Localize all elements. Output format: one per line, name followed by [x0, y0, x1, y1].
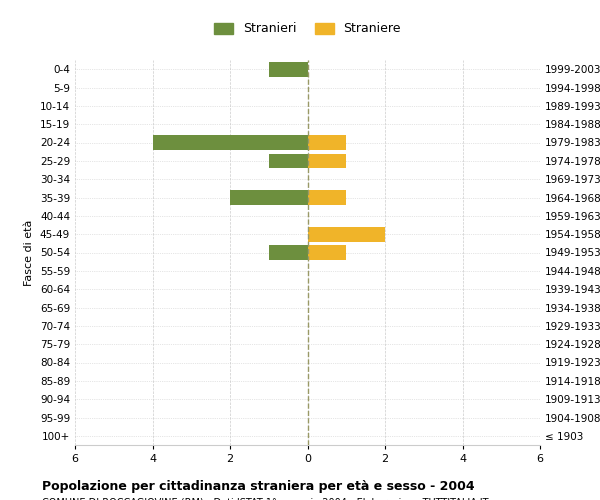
Bar [308, 154, 346, 168]
Bar [152, 135, 308, 150]
Bar [308, 135, 346, 150]
Bar [230, 190, 308, 205]
Bar [308, 190, 346, 205]
Text: COMUNE DI ROCCAGIOVINE (RM) - Dati ISTAT 1° gennaio 2004 - Elaborazione TUTTITAL: COMUNE DI ROCCAGIOVINE (RM) - Dati ISTAT… [42, 498, 488, 500]
Bar [269, 62, 308, 76]
Bar [308, 245, 346, 260]
Y-axis label: Fasce di età: Fasce di età [25, 220, 34, 286]
Legend: Stranieri, Straniere: Stranieri, Straniere [208, 16, 407, 42]
Bar [269, 245, 308, 260]
Bar [269, 154, 308, 168]
Bar [308, 227, 385, 242]
Text: Popolazione per cittadinanza straniera per età e sesso - 2004: Popolazione per cittadinanza straniera p… [42, 480, 475, 493]
